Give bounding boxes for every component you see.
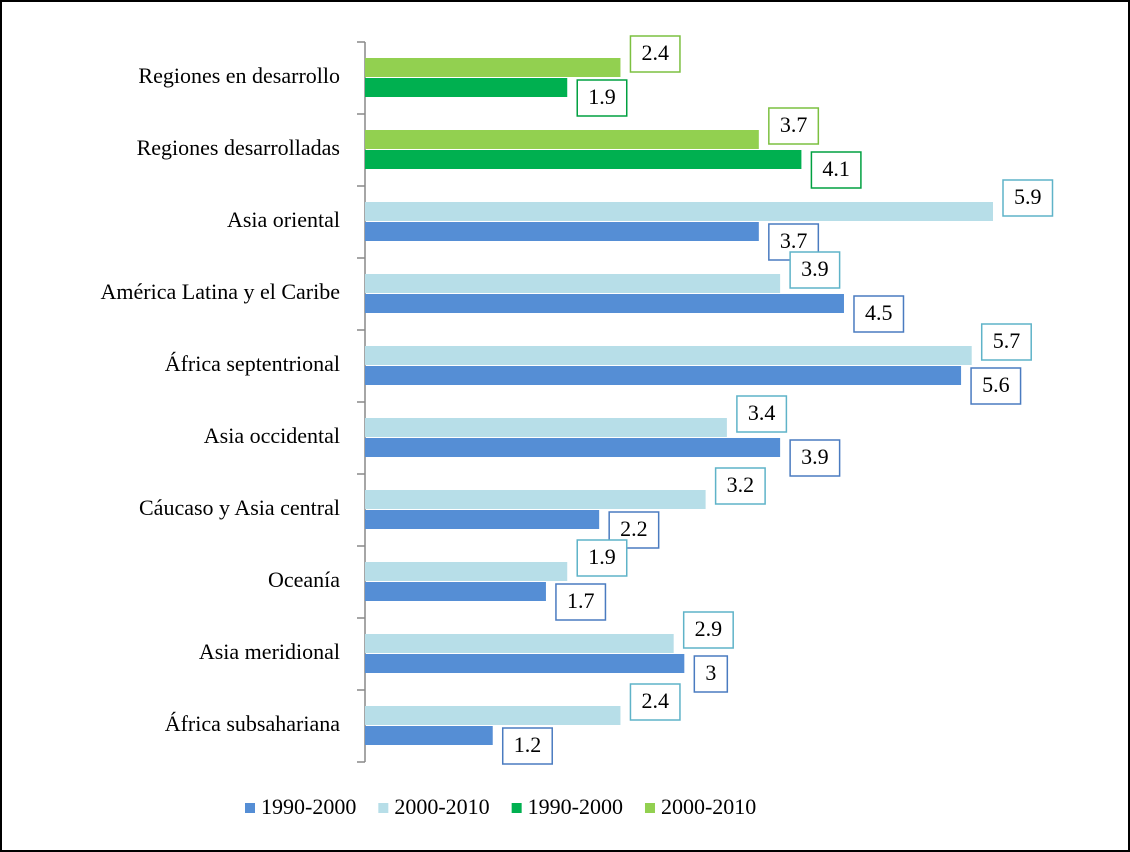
legend-swatch xyxy=(245,803,255,813)
bar xyxy=(365,490,706,509)
category-label: Cáucaso y Asia central xyxy=(139,495,340,520)
data-label: 3.4 xyxy=(736,395,788,433)
data-label: 4.5 xyxy=(853,295,905,333)
data-label-text: 1.9 xyxy=(588,84,616,109)
bar xyxy=(365,222,759,241)
bar xyxy=(365,78,568,97)
data-label-text: 1.2 xyxy=(514,732,542,757)
bar xyxy=(365,366,962,385)
data-label: 2.4 xyxy=(629,35,681,73)
bar xyxy=(365,346,972,365)
legend-label: 2000-2010 xyxy=(661,794,756,819)
data-label-text: 5.7 xyxy=(993,328,1021,353)
data-label-text: 5.6 xyxy=(982,372,1010,397)
category-label: África septentrional xyxy=(165,351,340,376)
data-label-box xyxy=(629,35,681,73)
data-label: 1.2 xyxy=(501,727,553,765)
bar xyxy=(365,202,993,221)
bar xyxy=(365,150,802,169)
bar xyxy=(365,438,781,457)
data-label-text: 4.1 xyxy=(822,156,850,181)
category-label: Regiones desarrolladas xyxy=(137,135,340,160)
data-label: 2.4 xyxy=(629,683,681,721)
bar xyxy=(365,634,674,653)
data-label: 3.9 xyxy=(789,251,841,289)
data-label: 5.7 xyxy=(980,323,1032,361)
category-label: Asia meridional xyxy=(199,639,340,664)
data-label-box xyxy=(555,583,607,621)
data-label-text: 3.2 xyxy=(727,472,755,497)
data-label-box xyxy=(789,439,841,477)
category-label: América Latina y el Caribe xyxy=(101,279,340,304)
data-label-text: 2.2 xyxy=(620,516,648,541)
data-label-box xyxy=(789,251,841,289)
legend-swatch xyxy=(511,803,522,813)
data-label-text: 3.9 xyxy=(801,256,829,281)
data-label-text: 3 xyxy=(705,660,716,685)
data-label: 3.9 xyxy=(789,439,841,477)
data-label-box xyxy=(980,323,1032,361)
data-label: 1.9 xyxy=(576,539,628,577)
data-label-box xyxy=(768,107,820,145)
data-label-box xyxy=(501,727,553,765)
bar xyxy=(365,274,781,293)
data-label-text: 1.9 xyxy=(588,544,616,569)
category-label: Asia occidental xyxy=(204,423,340,448)
bar xyxy=(365,510,600,529)
data-label-box xyxy=(810,151,862,189)
data-label-box xyxy=(736,395,788,433)
data-label: 3 xyxy=(693,655,729,693)
category-label: Oceanía xyxy=(268,567,340,592)
legend-label: 2000-2010 xyxy=(394,794,489,819)
data-label-text: 3.7 xyxy=(780,112,808,137)
data-label-box xyxy=(693,655,729,693)
data-label-box xyxy=(970,367,1022,405)
bar xyxy=(365,562,568,581)
data-label-box xyxy=(629,683,681,721)
bar xyxy=(365,726,493,745)
data-label: 3.2 xyxy=(714,467,766,505)
bar xyxy=(365,294,844,313)
data-label: 1.9 xyxy=(576,79,628,117)
data-label-box xyxy=(576,539,628,577)
bar xyxy=(365,418,727,437)
category-label: Regiones en desarrollo xyxy=(138,63,340,88)
data-label-text: 2.9 xyxy=(695,616,723,641)
data-label-text: 1.7 xyxy=(567,588,595,613)
category-label: África subsahariana xyxy=(165,711,341,736)
data-label-text: 3.4 xyxy=(748,400,776,425)
data-label: 3.7 xyxy=(768,107,820,145)
data-label-text: 2.4 xyxy=(641,40,669,65)
legend-label: 1990-2000 xyxy=(528,794,623,819)
data-label: 1.7 xyxy=(555,583,607,621)
category-label: Asia oriental xyxy=(227,207,340,232)
legend-label: 1990-2000 xyxy=(261,794,356,819)
data-label-box xyxy=(576,79,628,117)
data-label-text: 5.9 xyxy=(1014,184,1042,209)
data-label-text: 3.7 xyxy=(780,228,808,253)
bar xyxy=(365,654,685,673)
bar xyxy=(365,706,621,725)
bar xyxy=(365,58,621,77)
bar xyxy=(365,130,759,149)
data-label-box xyxy=(853,295,905,333)
data-label-box xyxy=(1002,179,1054,217)
data-label-text: 4.5 xyxy=(865,300,893,325)
data-label: 5.6 xyxy=(970,367,1022,405)
data-label: 5.9 xyxy=(1002,179,1054,217)
legend-swatch xyxy=(644,803,655,813)
data-label: 2.9 xyxy=(682,611,734,649)
data-label-text: 3.9 xyxy=(801,444,829,469)
data-label: 4.1 xyxy=(810,151,862,189)
data-label-box xyxy=(682,611,734,649)
bar xyxy=(365,582,546,601)
data-label-box xyxy=(714,467,766,505)
legend-swatch xyxy=(378,803,389,813)
data-label-text: 2.4 xyxy=(641,688,669,713)
